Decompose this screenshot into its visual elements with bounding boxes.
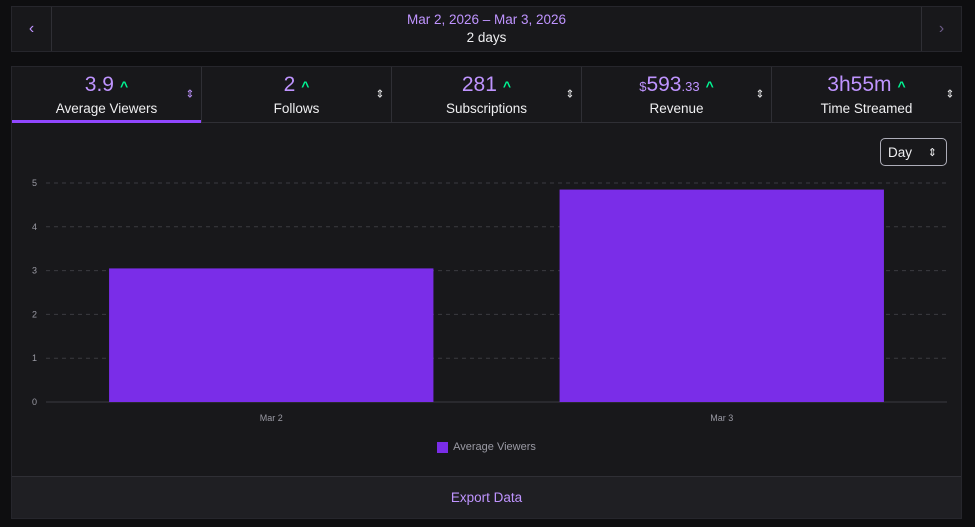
chart-area: 0 1 2 3 4 5 Mar 2 Mar 3 Day ⇕ Average Viewers — [12, 123, 961, 476]
revenue-cents: .33 — [681, 78, 700, 94]
period-select-value: Day — [888, 144, 913, 160]
sort-icon: ⇕ — [185, 88, 195, 100]
trend-up-icon: ^ — [705, 77, 714, 94]
currency-symbol: $ — [639, 78, 647, 94]
stat-label: Follows — [273, 100, 320, 116]
stat-tab-revenue[interactable]: $593.33 ^ Revenue ⇕ — [582, 67, 772, 122]
stat-label: Average Viewers — [55, 100, 158, 116]
date-range-days: 2 days — [466, 30, 507, 45]
bar-chart: 0 1 2 3 4 5 Mar 2 Mar 3 — [32, 178, 947, 423]
y-tick-label: 4 — [32, 222, 37, 232]
stat-tab-average-viewers[interactable]: 3.9 ^ Average Viewers ⇕ — [12, 67, 202, 123]
sort-icon: ⇕ — [565, 88, 575, 100]
next-period-button[interactable]: › — [921, 7, 961, 51]
trend-up-icon: ^ — [502, 77, 512, 94]
sort-icon: ⇕ — [755, 88, 765, 100]
trend-up-icon: ^ — [301, 77, 310, 94]
y-tick-label: 2 — [32, 309, 37, 319]
stat-value: 2 — [283, 72, 296, 96]
y-tick-label: 5 — [32, 178, 37, 188]
date-range-text: Mar 2, 2026 – Mar 3, 2026 — [406, 12, 567, 27]
stat-label: Revenue — [649, 100, 704, 116]
stat-value: 3.9 — [84, 72, 114, 96]
chart-legend[interactable]: Average Viewers — [12, 441, 961, 453]
stat-value: 281 — [461, 72, 497, 96]
y-tick-label: 3 — [32, 266, 37, 276]
legend-label: Average Viewers — [453, 441, 536, 453]
chevron-left-icon: ‹ — [28, 20, 35, 37]
trend-up-icon: ^ — [897, 77, 906, 94]
x-tick-label: Mar 3 — [710, 413, 733, 423]
stats-panel: 3.9 ^ Average Viewers ⇕ 2 ^ Follows ⇕ 28… — [11, 66, 962, 519]
stat-tab-time-streamed[interactable]: 3h55m ^ Time Streamed ⇕ — [772, 67, 961, 122]
stat-label: Time Streamed — [820, 100, 913, 116]
x-tick-label: Mar 2 — [260, 413, 283, 423]
y-tick-label: 1 — [32, 353, 37, 363]
revenue-dollars: 593 — [646, 72, 682, 96]
stat-value: $593.33 — [639, 73, 699, 99]
stat-tab-follows[interactable]: 2 ^ Follows ⇕ — [202, 67, 392, 122]
legend-swatch — [437, 441, 449, 453]
sort-icon: ⇕ — [375, 88, 385, 100]
previous-period-button[interactable]: ‹ — [12, 7, 52, 51]
trend-up-icon: ^ — [120, 77, 129, 94]
bar — [559, 189, 884, 402]
y-tick-label: 0 — [32, 397, 37, 407]
export-data-label: Export Data — [450, 490, 523, 505]
stat-value: 3h55m — [827, 72, 892, 96]
chevron-right-icon: › — [938, 20, 945, 37]
date-range-bar: ‹ Mar 2, 2026 – Mar 3, 2026 2 days › — [11, 6, 962, 52]
stat-label: Subscriptions — [445, 100, 528, 116]
bar — [109, 268, 434, 402]
stat-tabs: 3.9 ^ Average Viewers ⇕ 2 ^ Follows ⇕ 28… — [12, 67, 961, 123]
select-arrows-icon: ⇕ — [927, 146, 937, 159]
stat-tab-subscriptions[interactable]: 281 ^ Subscriptions ⇕ — [392, 67, 582, 122]
sort-icon: ⇕ — [945, 88, 955, 100]
date-range-display: Mar 2, 2026 – Mar 3, 2026 2 days — [52, 7, 921, 51]
period-select[interactable]: Day ⇕ — [880, 138, 947, 166]
export-data-button[interactable]: Export Data — [12, 476, 961, 518]
